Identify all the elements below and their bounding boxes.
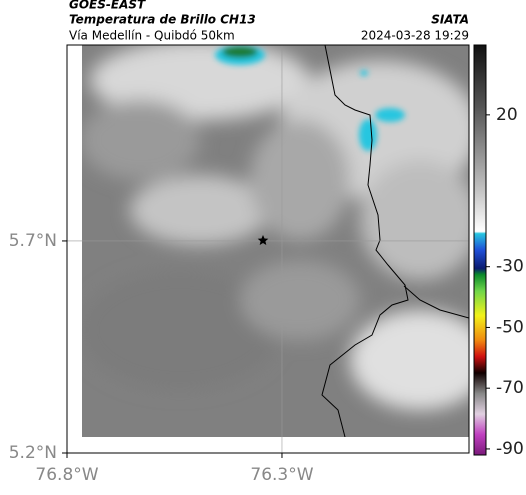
colorbar (473, 44, 487, 456)
timestamp: 2024-03-28 19:29 (361, 29, 469, 43)
agency: SIATA (431, 13, 469, 27)
subtitle: Vía Medellín - Quibdó 50km (69, 29, 235, 43)
title: Temperatura de Brillo CH13 (69, 13, 256, 27)
colorbar-tick-label: -90 (496, 439, 524, 459)
colorbar-tick-label: 20 (496, 105, 518, 125)
y-tick-label: 5.2°N (9, 443, 57, 463)
x-tick-label: 76.3°W (250, 465, 313, 485)
imagery (82, 45, 469, 437)
map-frame (66, 44, 470, 454)
colorbar-tick-label: -70 (496, 378, 524, 398)
y-tick-label: 5.7°N (9, 231, 57, 251)
colorbar-tick-label: -50 (496, 317, 524, 337)
source: GOES-EAST (69, 0, 146, 12)
location-marker (257, 235, 269, 245)
colorbar-tick-label: -30 (496, 257, 524, 277)
x-tick-label: 76.8°W (35, 465, 98, 485)
